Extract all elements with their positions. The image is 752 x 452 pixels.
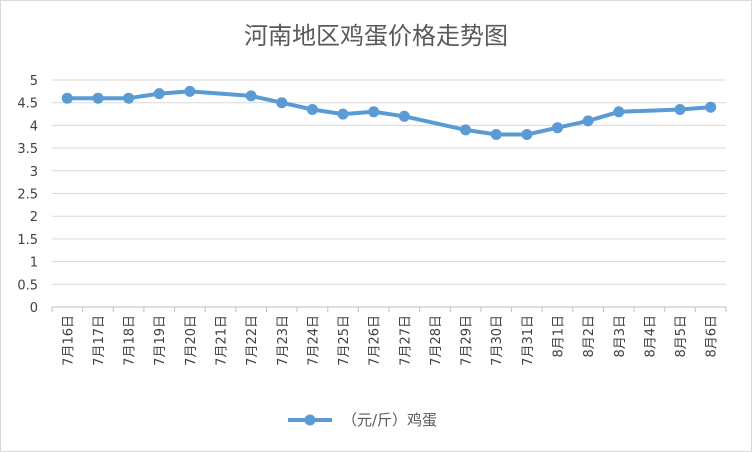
x-tick-label: 7月25日 — [337, 315, 352, 366]
data-point — [61, 92, 73, 104]
data-point — [276, 97, 288, 109]
x-tick-label: 8月2日 — [582, 315, 597, 358]
chart-title: 河南地区鸡蛋价格走势图 — [244, 22, 508, 50]
x-tick-label: 7月27日 — [398, 315, 413, 366]
x-tick-label: 7月22日 — [245, 315, 260, 366]
data-point — [613, 106, 625, 118]
data-point — [705, 101, 717, 113]
data-point — [368, 106, 380, 118]
data-point — [490, 129, 502, 140]
x-tick-label: 8月4日 — [643, 315, 658, 358]
data-point — [245, 90, 257, 102]
x-tick-label: 8月5日 — [674, 315, 689, 358]
x-tick-label: 7月17日 — [92, 315, 107, 366]
x-tick-label: 7月28日 — [429, 315, 444, 366]
x-tick-label: 7月26日 — [368, 315, 383, 366]
data-point — [184, 85, 196, 97]
y-tick-label: 4.5 — [17, 97, 38, 112]
y-tick-label: 0.5 — [17, 278, 38, 293]
y-tick-label: 1.5 — [17, 233, 38, 248]
y-tick-label: 3.5 — [17, 142, 38, 157]
y-tick-label: 0 — [30, 301, 38, 316]
x-axis: 7月16日 7月17日 7月18日 7月19日 7月20日 7月21日 7月22日 7月23日… — [51, 307, 727, 366]
legend-label: （元/斤）鸡蛋 — [342, 411, 437, 429]
data-point — [460, 124, 472, 136]
x-tick-label: 8月3日 — [613, 315, 628, 358]
y-tick-label: 2 — [30, 210, 38, 225]
x-tick-label: 8月1日 — [552, 315, 567, 358]
y-tick-label: 2.5 — [17, 188, 38, 203]
data-point — [306, 104, 318, 115]
x-tick-label: 7月30日 — [490, 315, 505, 366]
x-tick-label: 7月16日 — [61, 315, 76, 366]
x-tick-label: 7月31日 — [521, 315, 536, 366]
data-point — [398, 110, 410, 122]
y-axis-ticks: 0 0.5 1 1.5 2 2.5 3 3.5 4 4.5 5 — [17, 74, 38, 316]
x-tick-label: 8月6日 — [705, 315, 720, 358]
y-tick-label: 4 — [30, 119, 38, 134]
legend-marker — [304, 414, 316, 426]
x-tick-label: 7月24日 — [306, 315, 321, 366]
data-point — [123, 92, 135, 104]
data-point — [153, 88, 165, 100]
x-tick-label: 7月23日 — [276, 315, 291, 366]
x-tick-label: 7月19日 — [153, 315, 168, 366]
x-tick-label: 7月29日 — [460, 315, 475, 366]
data-point — [674, 104, 686, 115]
y-tick-label: 5 — [30, 74, 38, 89]
y-tick-label: 3 — [30, 165, 38, 180]
grid-lines — [52, 79, 726, 308]
series-layer — [61, 85, 717, 140]
y-tick-label: 1 — [30, 256, 38, 271]
x-tick-label: 7月20日 — [184, 315, 199, 366]
data-point — [521, 129, 533, 140]
data-point — [92, 92, 104, 104]
data-point — [552, 122, 563, 134]
data-point — [337, 108, 349, 120]
x-tick-label: 7月21日 — [215, 315, 230, 366]
data-point — [582, 115, 594, 127]
x-tick-label: 7月18日 — [123, 315, 138, 366]
legend: （元/斤）鸡蛋 — [288, 411, 437, 429]
